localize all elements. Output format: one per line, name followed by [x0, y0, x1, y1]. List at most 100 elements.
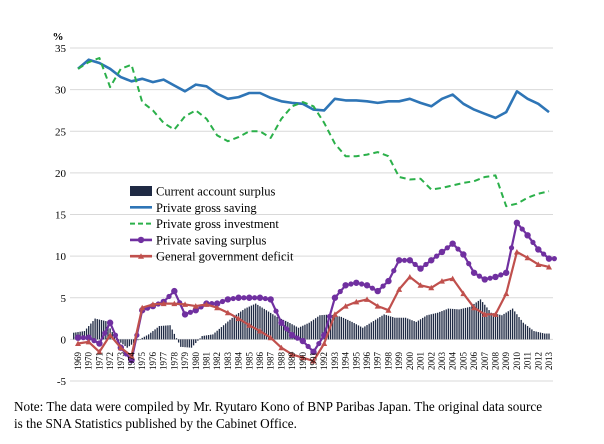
point-1998 [385, 277, 392, 285]
point-1978 [171, 287, 178, 295]
point-2007 [481, 276, 488, 283]
legend-label: Current account surplus [156, 185, 276, 199]
x-tick-1998: 1998 [383, 352, 393, 371]
point-mid-2006 [476, 273, 483, 279]
x-tick-1982: 1982 [212, 352, 222, 370]
bar-2006 [469, 300, 480, 340]
bar-1986 [255, 303, 265, 340]
point-1987 [267, 296, 274, 303]
bar-2010 [511, 308, 522, 340]
x-tick-1988: 1988 [276, 352, 286, 371]
x-tick-1995: 1995 [351, 352, 361, 371]
point-mid-1969 [80, 335, 86, 341]
legend-item-general-government-deficit: General government deficit [130, 250, 294, 264]
point-1980 [192, 307, 199, 314]
y-axis-ticks: -5 0 5 10 15 20 25 30 35 [55, 43, 67, 388]
legend: Current account surplus Private gross sav… [130, 185, 294, 264]
point-mid-1989 [294, 335, 301, 341]
point-1979 [181, 311, 189, 318]
x-tick-2005: 2005 [458, 352, 468, 371]
point-1984 [235, 315, 242, 322]
point-1970 [85, 338, 92, 345]
legend-label: Private gross saving [156, 201, 257, 215]
bar-1997 [372, 315, 383, 340]
point-1989 [289, 351, 296, 357]
legend-marker [138, 253, 144, 259]
series-lines [74, 57, 557, 364]
x-tick-2003: 2003 [437, 352, 447, 371]
bar-2012 [533, 331, 544, 340]
legend-label: Private gross investment [156, 217, 279, 231]
legend-marker [137, 236, 145, 244]
point-mid-1985 [252, 295, 258, 301]
point-2010 [513, 248, 520, 255]
y-tick-15: 15 [55, 210, 67, 222]
point-1985 [246, 294, 253, 301]
note-line-2: is the SNA Statistics published by the C… [14, 416, 297, 431]
point-2002 [428, 257, 435, 264]
point-mid-2010 [519, 226, 525, 232]
bar-1984 [233, 310, 244, 340]
point-mid-2000 [412, 261, 418, 268]
point-2011 [524, 232, 531, 239]
x-tick-1978: 1978 [169, 352, 179, 371]
point-1969 [75, 340, 81, 347]
point-1998 [385, 307, 392, 313]
point-mid-2011 [530, 239, 536, 245]
x-tick-1992: 1992 [319, 352, 329, 370]
point-2013 [546, 263, 552, 270]
point-1993 [331, 311, 338, 317]
bar-2007 [479, 299, 490, 340]
x-tick-1977: 1977 [159, 352, 169, 371]
y-tick-5: 5 [61, 293, 67, 305]
source-note: Note: The data were compiled by Mr. Ryut… [14, 398, 598, 432]
point-mid-1971 [102, 330, 108, 336]
point-1999 [395, 257, 403, 264]
point-1997 [374, 303, 381, 309]
x-tick-1993: 1993 [330, 352, 340, 371]
x-tick-1970: 1970 [84, 352, 94, 371]
bar-1979 [180, 339, 190, 348]
point-mid-1990 [305, 343, 311, 350]
bar-1994 [340, 316, 351, 340]
bar-1987 [265, 310, 276, 340]
x-tick-1974: 1974 [127, 352, 137, 371]
point-1989 [288, 332, 296, 339]
point-mid-1992 [326, 313, 333, 320]
point-1991 [310, 348, 317, 356]
bar-2004 [447, 308, 458, 340]
y-tick-25: 25 [55, 126, 67, 138]
x-tick-1976: 1976 [148, 352, 158, 371]
point-2008 [492, 311, 499, 317]
point-2013 [545, 255, 553, 262]
point-2010 [513, 219, 521, 227]
legend-item-current-account-surplus: Current account surplus [130, 185, 276, 199]
point-1981 [203, 301, 210, 307]
point-mid-1983 [230, 295, 236, 302]
point-1985 [246, 322, 253, 328]
point-mid-2001 [423, 261, 429, 268]
x-tick-1999: 1999 [394, 352, 404, 371]
y-tick-10: 10 [55, 251, 67, 263]
bar-2001 [415, 316, 426, 340]
point-mid-2008 [498, 272, 504, 278]
point-1994 [342, 303, 349, 309]
current-account-bars [73, 299, 550, 348]
x-tick-2008: 2008 [491, 352, 501, 371]
point-mid-1991 [316, 340, 322, 347]
point-1972 [106, 319, 114, 326]
y-tick-35: 35 [55, 43, 67, 55]
x-tick-2013: 2013 [544, 352, 554, 371]
point-2011 [524, 254, 531, 261]
bar-2008 [490, 312, 501, 340]
point-1974 [128, 353, 135, 359]
point-mid-1984 [241, 295, 247, 301]
x-tick-1987: 1987 [266, 352, 276, 371]
point-1978 [171, 300, 178, 307]
x-tick-1994: 1994 [341, 352, 351, 371]
y-axis-label: % [53, 31, 64, 43]
bar-1991 [308, 316, 319, 340]
point-1982 [214, 304, 221, 311]
x-tick-1973: 1973 [116, 352, 126, 371]
bar-1999 [394, 317, 405, 340]
